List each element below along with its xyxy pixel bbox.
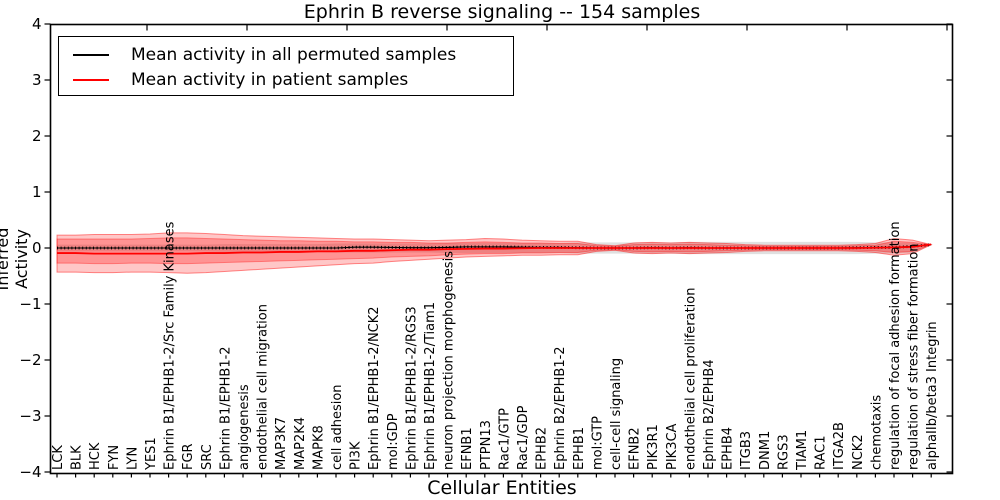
x-tick-label: Ephrin B1/EPHB1-2 xyxy=(218,346,233,470)
y-tick-label: 1 xyxy=(32,183,42,201)
x-tick-label: cell-cell signaling xyxy=(609,358,624,470)
x-tick-label: PI3K xyxy=(349,441,364,470)
x-tick-label: angiogenesis xyxy=(237,384,252,470)
x-tick-label: Ephrin B2/EPHB4 xyxy=(702,359,717,470)
x-tick-label: SRC xyxy=(200,444,215,470)
x-tick-label: chemotaxis xyxy=(869,395,884,470)
x-tick-label: LYN xyxy=(125,447,140,470)
x-tick-label: MAPK8 xyxy=(311,425,326,470)
x-tick-label: EFNB1 xyxy=(460,427,475,470)
x-tick-label: MAP2K4 xyxy=(293,417,308,470)
x-tick-label: EFNB2 xyxy=(628,427,643,470)
y-tick-label: −4 xyxy=(19,463,41,481)
y-tick-label: −1 xyxy=(19,295,41,313)
patient-outer-band xyxy=(56,232,933,274)
x-tick-label: Ephrin B2/EPHB1-2 xyxy=(553,346,568,470)
patient-line-swatch xyxy=(73,78,109,81)
x-tick-label: PIK3R1 xyxy=(646,424,661,470)
x-tick-label: alphaIIb/beta3 Integrin xyxy=(925,321,940,470)
x-tick-label: ITGB3 xyxy=(739,431,754,470)
x-tick-label: FGR xyxy=(181,443,196,470)
x-tick-label: EPHB4 xyxy=(721,427,736,470)
y-tick-label: −2 xyxy=(19,351,41,369)
x-tick-label: RGS3 xyxy=(776,434,791,470)
x-tick-label: endothelial cell proliferation xyxy=(683,288,698,471)
legend-item-permuted: Mean activity in all permuted samples xyxy=(73,42,513,67)
x-tick-label: regulation of stress fiber formation xyxy=(907,243,922,470)
legend-label-permuted: Mean activity in all permuted samples xyxy=(131,44,457,65)
y-tick-label: 0 xyxy=(32,239,42,257)
legend: Mean activity in all permuted samples Me… xyxy=(58,36,514,96)
y-tick-label: 2 xyxy=(32,127,42,145)
y-tick-label: 4 xyxy=(32,15,42,33)
x-tick-label: BLK xyxy=(70,445,85,470)
x-tick-label: MAP3K7 xyxy=(274,417,289,470)
x-tick-label: YES1 xyxy=(144,437,159,471)
x-tick-label: Ephrin B1/EPHB1-2/RGS3 xyxy=(404,306,419,470)
x-tick-label: cell adhesion xyxy=(330,384,345,470)
x-tick-label: Ephrin B1/EPHB1-2/Tiam1 xyxy=(423,302,438,470)
x-tick-label: Rac1/GDP xyxy=(516,405,531,470)
legend-item-patient: Mean activity in patient samples xyxy=(73,67,513,92)
x-tick-label: DNM1 xyxy=(758,431,773,470)
x-tick-label: RAC1 xyxy=(814,435,829,470)
x-tick-label: Ephrin B1/EPHB1-2/Src Family Kinases xyxy=(163,221,178,470)
x-tick-label: PIK3CA xyxy=(665,423,680,470)
patient-mean-line xyxy=(57,243,932,255)
x-tick-label: PTPN13 xyxy=(479,420,494,470)
x-tick-label: Ephrin B1/EPHB1-2/NCK2 xyxy=(367,306,382,470)
x-tick-label: Rac1/GTP xyxy=(497,408,512,470)
x-tick-label: mol:GTP xyxy=(590,416,605,470)
x-axis-label: Cellular Entities xyxy=(427,477,577,499)
x-tick-label: mol:GDP xyxy=(386,413,401,470)
chart-title: Ephrin B reverse signaling -- 154 sample… xyxy=(303,1,701,23)
y-tick-label: 3 xyxy=(32,71,42,89)
x-tick-label: FYN xyxy=(107,445,122,470)
x-tick-label: regulation of focal adhesion formation xyxy=(888,221,903,470)
axes-frame xyxy=(49,23,954,475)
y-tick-label: −3 xyxy=(19,407,41,425)
x-tick-label: EPHB2 xyxy=(535,427,550,470)
legend-label-patient: Mean activity in patient samples xyxy=(131,69,409,90)
x-tick-label: TIAM1 xyxy=(795,430,810,471)
x-tick-label: neuron projection morphogenesis xyxy=(442,251,457,470)
x-tick-label: LCK xyxy=(51,445,66,470)
patient-inner-band xyxy=(56,237,932,265)
x-tick-label: NCK2 xyxy=(851,434,866,470)
permuted-line-swatch xyxy=(73,53,109,56)
x-tick-label: HCK xyxy=(88,442,103,470)
x-tick-label: endothelial cell migration xyxy=(256,304,271,470)
x-tick-label: ITGA2B xyxy=(832,422,847,470)
x-tick-label: EPHB1 xyxy=(572,427,587,470)
